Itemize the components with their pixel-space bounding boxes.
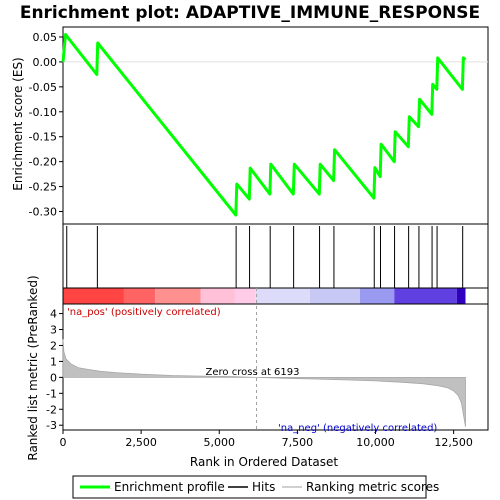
es-y-tick-label: 0.05 — [33, 31, 58, 44]
es-y-tick-label: -0.15 — [29, 131, 57, 144]
color-bar-segment — [309, 288, 360, 304]
metric-y-tick-label: 1 — [50, 355, 57, 368]
es-y-tick-label: -0.30 — [29, 206, 57, 219]
legend-metric-label: Ranking metric scores — [306, 480, 439, 494]
legend-profile-label: Enrichment profile — [114, 480, 225, 494]
color-bar-segment — [255, 288, 310, 304]
es-plot-frame — [62, 26, 489, 225]
es-y-tick-label: -0.25 — [29, 181, 57, 194]
pos-correlated-label: 'na_pos' (positively correlated) — [67, 307, 221, 318]
ranking-metric-area — [62, 339, 466, 427]
color-bar-segment — [359, 288, 395, 304]
rank-x-tick-label: 10,000 — [356, 436, 395, 449]
color-bar-segment — [155, 288, 201, 304]
metric-y-tick-label: 0 — [50, 371, 57, 384]
metric-y-tick-label: 2 — [50, 339, 57, 352]
metric-axis-label: Ranked list metric (PreRanked) — [26, 275, 40, 460]
color-bar-segment — [123, 288, 156, 304]
metric-y-tick-label: 3 — [50, 324, 57, 337]
rank-x-tick-label: 5,000 — [204, 436, 236, 449]
metric-y-tick-label: -3 — [46, 419, 57, 432]
rank-x-tick-label: 2,500 — [125, 436, 157, 449]
hits-panel — [62, 223, 489, 289]
metric-y-tick-label: -1 — [46, 387, 57, 400]
es-y-tick-label: -0.05 — [29, 81, 57, 94]
rank-x-tick-label: 0 — [60, 436, 67, 449]
color-bar-segment — [234, 288, 256, 304]
es-y-tick-label: -0.10 — [29, 106, 57, 119]
color-bar-segment — [63, 288, 124, 304]
hits-frame — [62, 223, 489, 289]
rank-axis-label: Rank in Ordered Dataset — [190, 455, 338, 469]
zero-cross-label: Zero cross at 6193 — [206, 367, 300, 378]
chart-title: Enrichment plot: ADAPTIVE_IMMUNE_RESPONS… — [20, 3, 480, 23]
color-bar-panel — [62, 287, 489, 305]
es-axis-label: Enrichment score (ES) — [11, 57, 25, 190]
metric-y-tick-label: -2 — [46, 403, 57, 416]
color-bar-segment — [394, 288, 457, 304]
color-bar-segment — [456, 288, 466, 304]
es-y-tick-label: 0.00 — [33, 56, 58, 69]
rank-x-tick-label: 12,500 — [434, 436, 473, 449]
legend-box — [72, 475, 427, 499]
color-bar-segment — [200, 288, 235, 304]
enrichment-profile-line — [61, 33, 467, 217]
rank-x-tick-label: 7,500 — [282, 436, 314, 449]
es-y-tick-label: -0.20 — [29, 156, 57, 169]
metric-y-tick-label: 4 — [50, 308, 57, 321]
neg-correlated-label: 'na_neg' (negatively correlated) — [278, 423, 437, 434]
legend-hits-label: Hits — [252, 480, 275, 494]
legend: Enrichment profile Hits Ranking metric s… — [72, 475, 439, 499]
es-panel: 0.05 0.00 -0.05 -0.10 -0.15 -0.20 -0.25 -0.30 E… — [11, 26, 489, 225]
